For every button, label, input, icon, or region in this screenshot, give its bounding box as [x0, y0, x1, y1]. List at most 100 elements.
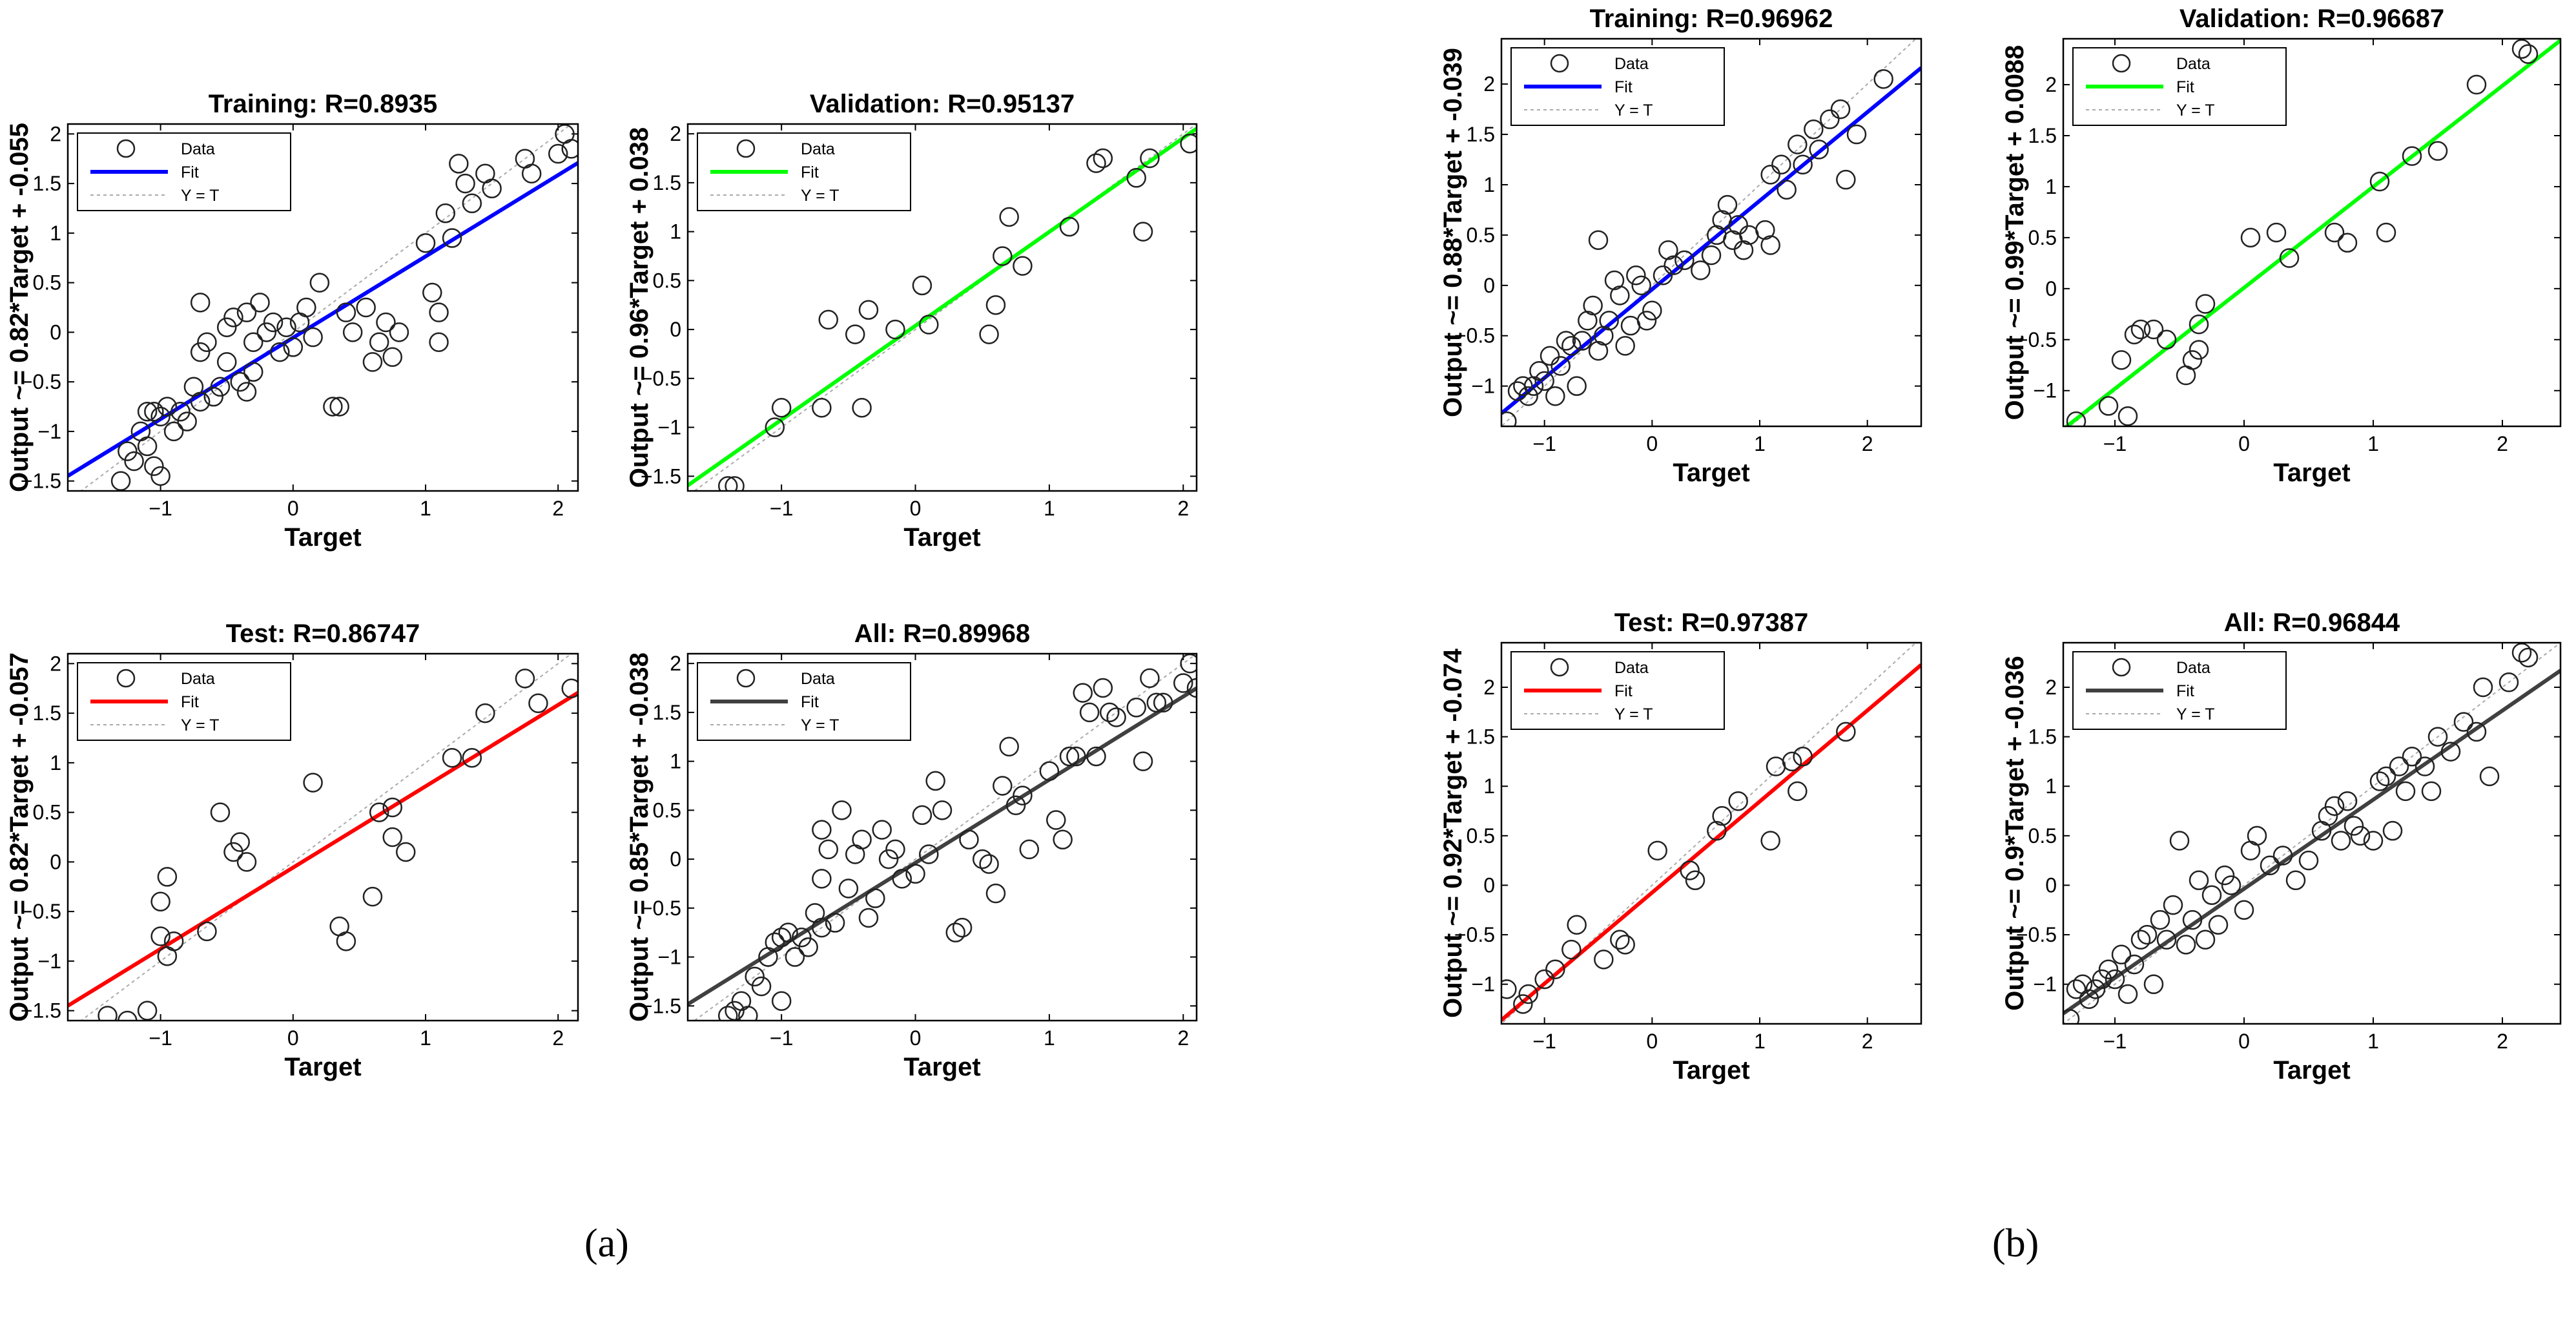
data-point	[972, 849, 993, 869]
data-point	[2066, 411, 2087, 426]
y-tick-label: −0.5	[641, 897, 681, 920]
x-tick-label: −1	[1532, 432, 1556, 455]
x-tick-label: 1	[420, 1026, 431, 1050]
data-point	[1594, 326, 1614, 346]
data-point	[745, 966, 765, 987]
data-point	[2208, 915, 2229, 935]
data-point	[2427, 727, 2448, 747]
data-point	[323, 397, 343, 417]
data-point	[1658, 240, 1678, 260]
data-point	[197, 921, 217, 942]
data-point	[1793, 154, 1813, 175]
data-point	[110, 471, 131, 491]
data-point	[382, 827, 402, 847]
data-point	[369, 332, 389, 352]
data-point	[1518, 386, 1538, 406]
y-tick-label: 1	[50, 751, 61, 774]
y-tick-label: 1.5	[33, 172, 61, 195]
legend-label: Fit	[2176, 78, 2194, 96]
y-tick-label: −1	[2034, 973, 2057, 996]
data-point	[2337, 791, 2358, 811]
data-point	[1561, 939, 1582, 960]
legend-label: Fit	[801, 693, 819, 711]
data-point	[150, 926, 170, 946]
data-point	[912, 805, 933, 826]
data-point	[2376, 766, 2396, 787]
y-tick-label: 2	[1483, 72, 1495, 96]
legend-label: Y = T	[1614, 705, 1653, 723]
data-point	[376, 312, 396, 333]
data-point	[2189, 314, 2209, 335]
plot-frame	[2062, 37, 2562, 428]
legend-label: Y = T	[1614, 101, 1653, 119]
x-tick-label: 0	[2238, 432, 2250, 455]
y-tick-label: 1	[1483, 173, 1495, 196]
data-point	[2415, 756, 2435, 776]
data-point	[2124, 324, 2145, 345]
data-point	[778, 922, 798, 942]
data-point	[852, 829, 872, 850]
data-point	[892, 869, 912, 889]
x-tick-label: −1	[149, 1026, 172, 1050]
data-point	[2266, 222, 2287, 243]
data-point	[852, 398, 872, 418]
x-tick-label: 1	[2367, 1030, 2379, 1053]
data-point	[1782, 751, 1802, 772]
chart-b-validation: −1 0 1 2 −1 −0.5 0 0.5 1 1.5 2 Data Fit Y = T Validati…	[2001, 5, 2562, 487]
data-point	[1153, 692, 1173, 712]
data-point	[2092, 969, 2112, 990]
fit-line	[2063, 669, 2561, 1015]
plot-frame	[1500, 641, 1922, 1025]
legend-label: Y = T	[181, 716, 220, 734]
data-point	[1707, 820, 1727, 841]
y-tick-label: −1.5	[21, 470, 61, 493]
data-point	[475, 703, 495, 723]
data-points	[717, 654, 1197, 1021]
plot-frame	[1500, 37, 1922, 428]
data-point	[482, 178, 502, 199]
data-point	[1180, 134, 1197, 154]
data-point	[738, 1006, 758, 1021]
data-point	[1728, 791, 1748, 811]
data-point	[765, 417, 785, 437]
data-point	[1691, 260, 1711, 280]
chart-title: Test: R=0.97387	[1614, 608, 1809, 637]
data-point	[858, 908, 879, 928]
data-point	[1186, 678, 1197, 698]
data-point	[1146, 692, 1167, 712]
data-point	[118, 1010, 138, 1021]
data-point	[1642, 300, 1662, 321]
data-point	[2260, 855, 2280, 876]
legend: Data Fit Y = T	[2072, 47, 2287, 126]
data-point	[1086, 746, 1106, 767]
data-point	[2402, 146, 2422, 166]
y-tick-label: −1	[38, 950, 61, 973]
data-point	[2402, 746, 2422, 767]
data-point	[442, 228, 462, 248]
data-point	[1099, 702, 1120, 723]
plot-lines	[1501, 39, 1921, 426]
data-point	[1093, 678, 1113, 698]
data-point	[2350, 826, 2371, 846]
data-point	[2518, 647, 2539, 668]
data-point	[1788, 134, 1808, 154]
data-point	[2182, 909, 2203, 930]
legend-label: Fit	[1614, 682, 1633, 700]
data-point	[1846, 124, 1867, 145]
data-point	[2137, 924, 2158, 945]
data-point	[515, 669, 535, 689]
data-point	[2324, 796, 2345, 816]
legend-label: Y = T	[801, 716, 840, 734]
legend-label: Data	[1614, 659, 1649, 677]
y-tick-label: 2	[50, 652, 61, 675]
data-point	[2511, 643, 2532, 663]
data-point	[197, 332, 217, 352]
data-point	[144, 456, 164, 476]
plot-lines	[68, 654, 578, 1021]
data-point	[137, 1001, 158, 1021]
x-tick-label: −1	[2103, 1030, 2127, 1053]
data-point	[150, 891, 170, 912]
data-point	[2063, 1009, 2080, 1024]
data-point	[118, 441, 138, 461]
